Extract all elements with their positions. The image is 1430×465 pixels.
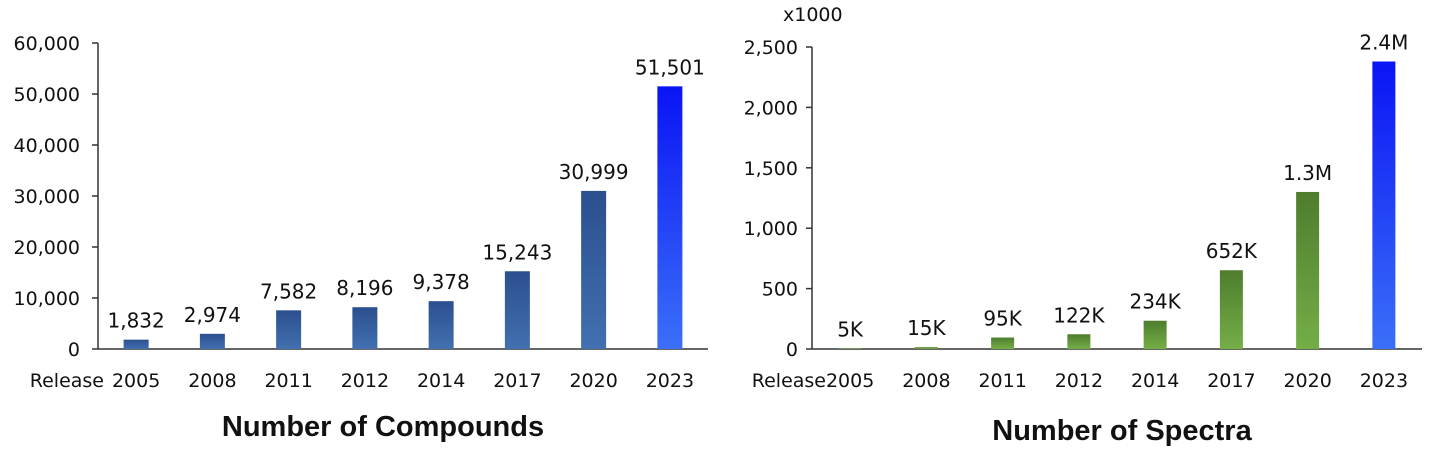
compounds-x-tick-label: 2005 bbox=[112, 370, 160, 392]
spectra-x-tick-label: 2014 bbox=[1131, 370, 1179, 392]
compounds-bar-2012 bbox=[352, 307, 378, 349]
spectra-bar-2008 bbox=[914, 347, 938, 349]
compounds-data-label-2014: 9,378 bbox=[412, 270, 469, 294]
spectra-y-ticks: 0 500 1,000 1,500 2,000 2,500 bbox=[744, 37, 812, 361]
spectra-y-tick-label: 1,500 bbox=[744, 158, 798, 180]
compounds-bar-2023 bbox=[657, 86, 683, 349]
compounds-data-label-2005: 1,832 bbox=[107, 309, 164, 333]
spectra-data-label-2005: 5K bbox=[837, 317, 864, 341]
compounds-bars bbox=[123, 86, 683, 349]
spectra-chart-title: Number of Spectra bbox=[992, 415, 1252, 447]
spectra-bar-2014 bbox=[1143, 320, 1167, 349]
compounds-data-label-2020: 30,999 bbox=[559, 160, 629, 184]
compounds-chart-title: Number of Compounds bbox=[222, 411, 544, 443]
compounds-x-tick-label: 2014 bbox=[417, 370, 465, 392]
compounds-y-tick-label: 60,000 bbox=[14, 33, 80, 55]
compounds-data-label-2012: 8,196 bbox=[336, 276, 393, 300]
spectra-chart: x1000 0 500 1,000 1,500 2,000 2,500 5K 15K 95K 1… bbox=[744, 4, 1422, 447]
compounds-y-tick-label: 50,000 bbox=[14, 84, 80, 106]
spectra-unit-label: x1000 bbox=[783, 4, 843, 26]
compounds-bar-2014 bbox=[428, 301, 454, 349]
compounds-data-label-2011: 7,582 bbox=[260, 279, 317, 303]
compounds-x-ticks: 2005 2008 2011 2012 2014 2017 2020 2023 bbox=[112, 370, 694, 392]
spectra-x-tick-label: 2011 bbox=[978, 370, 1026, 392]
compounds-bar-2008 bbox=[199, 333, 225, 349]
compounds-x-tick-label: 2023 bbox=[646, 370, 694, 392]
compounds-y-tick-label: 30,000 bbox=[14, 186, 80, 208]
spectra-data-label-2023: 2.4M bbox=[1359, 30, 1408, 54]
compounds-x-tick-label: 2020 bbox=[569, 370, 617, 392]
compounds-x-tick-label: 2011 bbox=[264, 370, 312, 392]
compounds-data-label-2023: 51,501 bbox=[635, 55, 705, 79]
spectra-bar-2017 bbox=[1219, 270, 1243, 349]
compounds-data-labels: 1,832 2,974 7,582 8,196 9,378 15,243 30,999 51,… bbox=[107, 55, 704, 332]
compounds-data-label-2008: 2,974 bbox=[184, 303, 241, 327]
spectra-y-tick-label: 500 bbox=[762, 279, 798, 301]
compounds-x-tick-label: 2012 bbox=[341, 370, 389, 392]
spectra-data-labels: 5K 15K 95K 122K 234K 652K 1.3M 2.4M bbox=[837, 30, 1408, 341]
spectra-bar-2023 bbox=[1372, 61, 1396, 349]
spectra-data-label-2011: 95K bbox=[983, 307, 1022, 331]
spectra-x-tick-label: 2023 bbox=[1360, 370, 1408, 392]
spectra-y-tick-label: 1,000 bbox=[744, 218, 798, 240]
compounds-bar-2005 bbox=[123, 339, 149, 349]
spectra-x-tick-label: 2017 bbox=[1207, 370, 1255, 392]
compounds-chart: 0 10,000 20,000 30,000 40,000 50,000 60,000 1,… bbox=[14, 33, 708, 443]
compounds-x-tick-label: 2017 bbox=[493, 370, 541, 392]
compounds-bar-2017 bbox=[504, 271, 530, 349]
compounds-data-label-2017: 15,243 bbox=[482, 240, 552, 264]
spectra-x-tick-label: 2005 bbox=[826, 370, 874, 392]
spectra-y-tick-label: 2,500 bbox=[744, 37, 798, 59]
spectra-bar-2020 bbox=[1296, 191, 1320, 349]
spectra-y-tick-label: 2,000 bbox=[744, 97, 798, 119]
spectra-x-ticks: 2005 2008 2011 2012 2014 2017 2020 2023 bbox=[826, 370, 1408, 392]
spectra-bars bbox=[838, 61, 1396, 349]
compounds-x-tick-label: 2008 bbox=[188, 370, 236, 392]
compounds-y-tick-label: 10,000 bbox=[14, 288, 80, 310]
compounds-y-tick-label: 0 bbox=[68, 339, 80, 361]
compounds-x-axis-label: Release bbox=[30, 370, 104, 392]
spectra-x-axis-label: Release bbox=[752, 370, 826, 392]
spectra-bar-2005 bbox=[838, 348, 862, 349]
spectra-data-label-2014: 234K bbox=[1129, 290, 1181, 314]
spectra-bar-2012 bbox=[1067, 334, 1091, 349]
spectra-data-label-2020: 1.3M bbox=[1283, 161, 1332, 185]
spectra-x-tick-label: 2012 bbox=[1055, 370, 1103, 392]
compounds-bar-2011 bbox=[276, 310, 302, 349]
compounds-bar-2020 bbox=[581, 190, 607, 349]
compounds-y-tick-label: 20,000 bbox=[14, 237, 80, 259]
spectra-bar-2011 bbox=[991, 337, 1015, 349]
spectra-y-tick-label: 0 bbox=[786, 339, 798, 361]
spectra-data-label-2008: 15K bbox=[907, 316, 946, 340]
spectra-x-tick-label: 2008 bbox=[902, 370, 950, 392]
spectra-data-label-2012: 122K bbox=[1053, 303, 1105, 327]
spectra-x-tick-label: 2020 bbox=[1283, 370, 1331, 392]
compounds-y-tick-label: 40,000 bbox=[14, 135, 80, 157]
compounds-y-ticks: 0 10,000 20,000 30,000 40,000 50,000 60,000 bbox=[14, 33, 98, 361]
spectra-data-label-2017: 652K bbox=[1206, 239, 1258, 263]
